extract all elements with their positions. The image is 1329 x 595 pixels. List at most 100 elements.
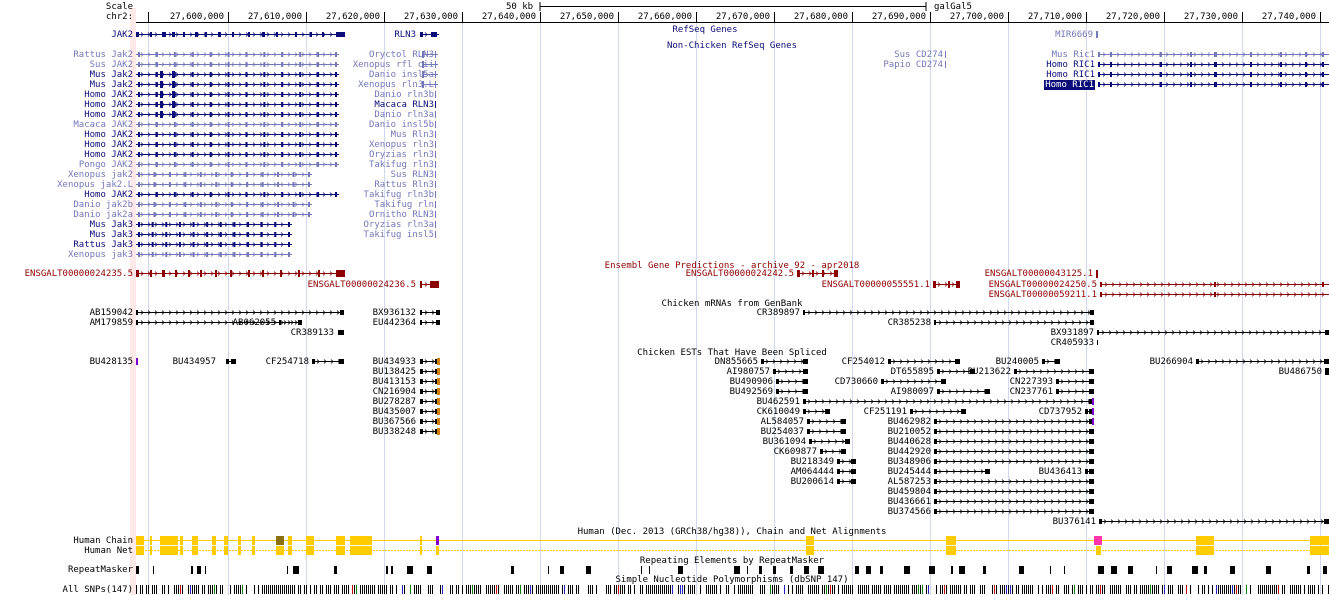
est-label[interactable]: BU210052 bbox=[887, 427, 931, 437]
nonchicken-ric1-label[interactable]: Homo RIC1 bbox=[1046, 70, 1095, 80]
nonchicken-gene-label[interactable]: Oryzias rln3 bbox=[368, 150, 434, 160]
nonchicken-gene-label[interactable]: Ornitho RLN3 bbox=[368, 210, 434, 220]
est-label[interactable]: BU245444 bbox=[887, 467, 931, 477]
mrna-label[interactable]: AB062055 bbox=[232, 318, 276, 328]
est-label[interactable]: BU413153 bbox=[372, 377, 416, 387]
chain-track-title[interactable]: Human (Dec. 2013 (GRCh38/hg38)), Chain a… bbox=[577, 527, 887, 537]
est-label[interactable]: BU442920 bbox=[887, 447, 931, 457]
nonchicken-gene-label[interactable]: Danio rln3a bbox=[374, 110, 434, 120]
nonchicken-gene-label[interactable]: Oryctol RLN3 bbox=[368, 50, 434, 60]
est-label[interactable]: BU367566 bbox=[372, 417, 416, 427]
mrna-label[interactable]: BX931897 bbox=[1050, 328, 1094, 338]
mrna-track-title[interactable]: Chicken mRNAs from GenBank bbox=[661, 299, 803, 309]
nonchicken-gene-label[interactable]: Xenopus jak3 bbox=[67, 250, 133, 260]
mrna-label[interactable]: CR389897 bbox=[756, 308, 800, 318]
est-label[interactable]: BU486750 bbox=[1278, 367, 1322, 377]
est-label[interactable]: BU435007 bbox=[372, 407, 416, 417]
est-label[interactable]: CF251191 bbox=[863, 407, 907, 417]
nonchicken-gene-label[interactable]: Homo JAK2 bbox=[84, 90, 133, 100]
mrna-label[interactable]: BX936132 bbox=[372, 308, 416, 318]
est-label[interactable]: BU440628 bbox=[887, 437, 931, 447]
refseq-rln3-label[interactable]: RLN3 bbox=[394, 30, 416, 40]
est-label[interactable]: BU462591 bbox=[756, 397, 800, 407]
est-label[interactable]: BU374566 bbox=[887, 507, 931, 517]
est-label[interactable]: BU348906 bbox=[887, 457, 931, 467]
ensembl-transcript-label[interactable]: ENSGALT00000024250.5 bbox=[988, 280, 1097, 290]
est-label[interactable]: AI980097 bbox=[890, 387, 934, 397]
est-label[interactable]: BU428135 bbox=[89, 357, 133, 367]
mrna-label[interactable]: AM179859 bbox=[89, 318, 133, 328]
ensembl-transcript-label[interactable]: ENSGALT00000024236.5 bbox=[307, 280, 416, 290]
est-label[interactable]: CF254012 bbox=[841, 357, 885, 367]
ensembl-transcript-label[interactable]: ENSGALT00000024242.5 bbox=[685, 269, 794, 279]
mrna-label[interactable]: CR385238 bbox=[887, 318, 931, 328]
est-label[interactable]: BU361094 bbox=[762, 437, 806, 447]
est-label[interactable]: BU254037 bbox=[760, 427, 804, 437]
nonchicken-gene-label[interactable]: Xenopus jak2 bbox=[67, 170, 133, 180]
est-label[interactable]: AL584057 bbox=[760, 417, 804, 427]
est-label[interactable]: DN855665 bbox=[714, 357, 758, 367]
est-label[interactable]: BU434957 bbox=[172, 357, 216, 367]
nonchicken-gene-label[interactable]: Homo JAK2 bbox=[84, 190, 133, 200]
est-label[interactable]: AI980757 bbox=[726, 367, 770, 377]
nonchicken-gene-label[interactable]: Oryzias rln3a bbox=[363, 220, 434, 230]
human-chain-label[interactable]: Human Chain bbox=[73, 536, 133, 546]
est-label[interactable]: CK609877 bbox=[773, 447, 817, 457]
ensembl-transcript-label[interactable]: ENSGALT00000043125.1 bbox=[984, 269, 1093, 279]
nonchicken-gene-label[interactable]: Danio rln3b bbox=[374, 90, 434, 100]
nonchicken-gene-label[interactable]: Takifug rln bbox=[374, 200, 434, 210]
est-label[interactable]: BU436413 bbox=[1038, 467, 1082, 477]
nonchicken-cd274-label[interactable]: Sus CD274 bbox=[894, 50, 943, 60]
est-label[interactable]: CD730660 bbox=[834, 377, 878, 387]
mrna-label[interactable]: AB159042 bbox=[89, 308, 133, 318]
nonchicken-ric1-label[interactable]: Mus Ric1 bbox=[1051, 50, 1095, 60]
nonchicken-gene-label[interactable]: Mus Jak2 bbox=[89, 70, 133, 80]
est-label[interactable]: AL587253 bbox=[887, 477, 931, 487]
snp-label[interactable]: All SNPs(147) bbox=[62, 585, 133, 595]
mrna-label[interactable]: CR389133 bbox=[290, 328, 334, 338]
nonchicken-gene-label[interactable]: Rattus Rln3 bbox=[374, 180, 434, 190]
ensembl-transcript-label[interactable]: ENSGALT00000055551.1 bbox=[821, 280, 930, 290]
nonchicken-gene-label[interactable]: Xenopus rln3.L bbox=[358, 80, 434, 90]
nonchicken-gene-label[interactable]: Homo JAK2 bbox=[84, 130, 133, 140]
repeatmasker-label[interactable]: RepeatMasker bbox=[67, 565, 133, 575]
est-label[interactable]: BU338248 bbox=[372, 427, 416, 437]
nonchicken-gene-label[interactable]: Homo JAK2 bbox=[84, 100, 133, 110]
nonchicken-gene-label[interactable]: Macaca JAK2 bbox=[73, 120, 133, 130]
est-label[interactable]: BU462982 bbox=[887, 417, 931, 427]
nonchicken-gene-label[interactable]: Mus Rln3 bbox=[390, 130, 434, 140]
nonchicken-gene-label[interactable]: Pongo JAK2 bbox=[78, 160, 133, 170]
snp-track-title[interactable]: Simple Nucleotide Polymorphisms (dbSNP 1… bbox=[615, 575, 849, 585]
est-label[interactable]: BU376141 bbox=[1052, 517, 1096, 527]
est-label[interactable]: BU200614 bbox=[790, 477, 834, 487]
est-label[interactable]: BU436661 bbox=[887, 497, 931, 507]
ensembl-track-title[interactable]: Ensembl Gene Predictions - archive 92 - … bbox=[604, 261, 860, 271]
nonchicken-gene-label[interactable]: Mus Jak3 bbox=[89, 230, 133, 240]
est-label[interactable]: BU492569 bbox=[729, 387, 773, 397]
ensembl-transcript-label[interactable]: ENSGALT00000024235.5 bbox=[24, 269, 133, 279]
ensembl-transcript-label[interactable]: ENSGALT00000059211.1 bbox=[988, 290, 1097, 300]
nonchicken-gene-label[interactable]: Danio insl5a bbox=[368, 70, 434, 80]
nonchicken-gene-label[interactable]: Sus JAK2 bbox=[89, 60, 133, 70]
est-label[interactable]: BU459804 bbox=[887, 487, 931, 497]
est-label[interactable]: CN227393 bbox=[1009, 377, 1053, 387]
refseq-jak2-label[interactable]: JAK2 bbox=[111, 30, 133, 40]
nonchicken-gene-label[interactable]: Homo JAK2 bbox=[84, 140, 133, 150]
nonchicken-ric1-label[interactable]: Homo RIC1 bbox=[1046, 60, 1095, 70]
refseq-mir6669-label[interactable]: MIR6669 bbox=[1055, 30, 1093, 40]
nonchicken-gene-label[interactable]: Mus Jak2 bbox=[89, 80, 133, 90]
est-track-title[interactable]: Chicken ESTs That Have Been Spliced bbox=[637, 348, 827, 358]
nonchicken-gene-label[interactable]: Danio jak2a bbox=[73, 210, 133, 220]
est-label[interactable]: CD737952 bbox=[1038, 407, 1082, 417]
nonchicken-gene-label[interactable]: Danio insl5b bbox=[368, 120, 434, 130]
nonchicken-gene-label[interactable]: Danio jak2b bbox=[73, 200, 133, 210]
nonchicken-gene-label[interactable]: Rattus Jak3 bbox=[73, 240, 133, 250]
est-label[interactable]: BU218349 bbox=[790, 457, 834, 467]
nonchicken-track-title[interactable]: Non-Chicken RefSeq Genes bbox=[666, 41, 798, 51]
mrna-label[interactable]: CR405933 bbox=[1050, 338, 1094, 348]
human-net-label[interactable]: Human Net bbox=[84, 546, 133, 556]
nonchicken-gene-label[interactable]: Takifug rln3 bbox=[368, 160, 434, 170]
mrna-label[interactable]: EU442364 bbox=[372, 318, 416, 328]
